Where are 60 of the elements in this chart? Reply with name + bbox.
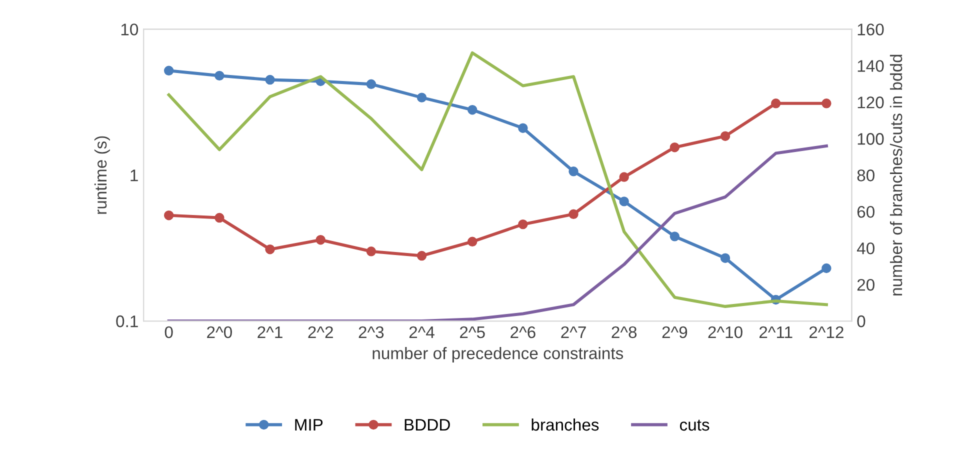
point [265, 74, 275, 85]
x-tick-label: 2^11 [759, 326, 792, 338]
point [720, 253, 730, 263]
point [619, 196, 629, 206]
point [568, 209, 578, 220]
line-series [167, 144, 828, 322]
y2-tick-label: 20 [857, 278, 874, 291]
y2-tick-label: 100 [858, 133, 884, 145]
x-tick-label: 2^8 [612, 326, 637, 338]
point [518, 219, 528, 230]
point [822, 98, 832, 108]
point [670, 142, 680, 152]
point [214, 70, 224, 81]
point [164, 66, 174, 76]
x-tick-label: 2^12 [809, 326, 844, 338]
x-tick-label: 2^2 [308, 326, 333, 338]
point [214, 212, 224, 223]
point [416, 250, 427, 261]
x-tick-label: 2^5 [460, 326, 485, 338]
y2-tick-label: 160 [858, 24, 884, 36]
y-tick-label: 10 [121, 24, 138, 36]
x-tick-label: 2^6 [510, 326, 536, 338]
point [467, 104, 478, 115]
x-tick-label: 2^7 [561, 326, 586, 338]
y-tick-label: 0.1 [116, 315, 138, 328]
y2-tick-label: 0 [857, 315, 866, 328]
legend-label: MIP [295, 419, 323, 431]
y2-tick-label: 120 [858, 96, 884, 108]
x-tick-label: 2^1 [258, 326, 282, 338]
point [770, 98, 781, 108]
x-tick-label: 2^10 [708, 326, 742, 338]
y-axis-title: runtime (s) [94, 136, 110, 214]
y2-tick-label: 60 [857, 206, 874, 218]
point [670, 232, 680, 242]
point [366, 246, 376, 256]
point [316, 234, 326, 245]
legend-label: branches [532, 418, 599, 431]
legend-label: BDDD [404, 419, 450, 431]
y2-tick-label: 40 [856, 242, 874, 254]
x-tick-label: 2^3 [358, 326, 384, 338]
point [164, 210, 174, 220]
point [467, 236, 478, 247]
point [720, 131, 730, 141]
y-tick-label: 1 [130, 170, 138, 182]
y2-axis-title: number of branches/cuts in bddd [890, 54, 902, 296]
x-axis-title: number of precedence constraints [372, 346, 624, 363]
point [568, 166, 578, 176]
point [265, 244, 275, 254]
x-tick-label: 2^4 [409, 326, 434, 338]
point [366, 79, 376, 90]
y2-tick-label: 80 [857, 170, 874, 182]
point [619, 172, 629, 182]
point [822, 263, 832, 274]
x-tick-label: 2^9 [662, 326, 688, 338]
x-tick-label: 0 [164, 326, 173, 338]
y2-tick-label: 140 [858, 60, 884, 72]
legend-label: cuts [680, 420, 710, 431]
point [518, 123, 528, 133]
x-tick-label: 2^0 [207, 326, 232, 338]
point [416, 92, 427, 102]
